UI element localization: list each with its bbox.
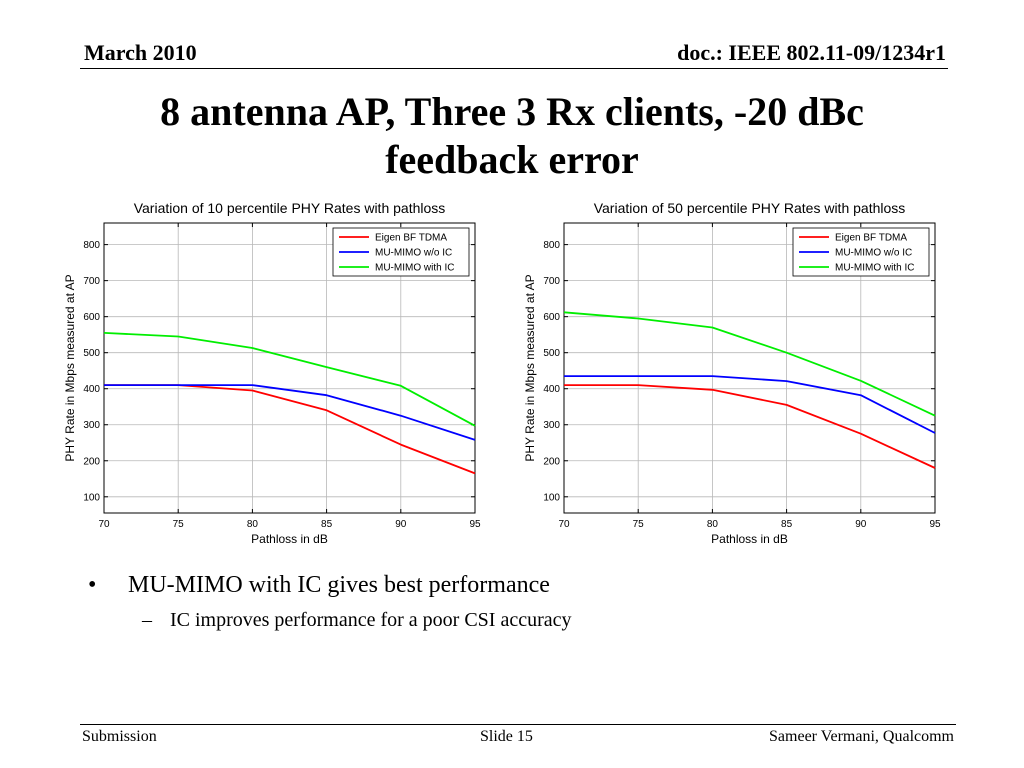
chart-svg: Variation of 10 percentile PHY Rates wit… xyxy=(63,200,481,546)
y-tick-label: 800 xyxy=(543,240,560,251)
sub-bullet-text: IC improves performance for a poor CSI a… xyxy=(170,609,572,631)
x-tick-label: 70 xyxy=(558,519,570,530)
x-tick-label: 85 xyxy=(781,519,793,530)
legend-label: MU-MIMO w/o IC xyxy=(835,248,912,259)
x-tick-label: 90 xyxy=(395,519,407,530)
y-tick-label: 500 xyxy=(83,348,100,359)
footer-slide-number: Slide 15 xyxy=(480,728,533,745)
series-line xyxy=(104,384,476,475)
y-axis-label: PHY Rate in Mbps measured at AP xyxy=(63,274,77,461)
bullet-glyph: • xyxy=(88,572,97,598)
y-tick-label: 100 xyxy=(543,492,560,503)
slide-title: 8 antenna AP, Three 3 Rx clients, -20 dB… xyxy=(0,88,1024,184)
x-tick-label: 85 xyxy=(321,519,333,530)
y-tick-label: 600 xyxy=(543,312,560,323)
y-tick-label: 400 xyxy=(543,384,560,395)
series-line xyxy=(563,311,936,417)
y-tick-label: 700 xyxy=(543,276,560,287)
plot-frame xyxy=(563,222,936,514)
chart-title: Variation of 10 percentile PHY Rates wit… xyxy=(134,200,446,216)
x-tick-label: 90 xyxy=(855,519,867,530)
y-tick-label: 800 xyxy=(83,240,100,251)
legend-label: MU-MIMO with IC xyxy=(375,263,454,274)
series-line xyxy=(564,384,936,469)
bullet-item: • MU-MIMO with IC gives best performance xyxy=(88,572,572,599)
header-divider xyxy=(80,68,948,69)
bullet-text: MU-MIMO with IC gives best performance xyxy=(128,572,550,598)
y-axis-label: PHY Rate in Mbps measured at AP xyxy=(523,274,537,461)
y-tick-label: 500 xyxy=(543,348,560,359)
y-tick-label: 200 xyxy=(543,456,560,467)
series-line xyxy=(103,332,476,427)
x-tick-label: 75 xyxy=(633,519,645,530)
y-tick-label: 700 xyxy=(83,276,100,287)
chart-title: Variation of 50 percentile PHY Rates wit… xyxy=(594,200,906,216)
chart-50-percentile: Variation of 50 percentile PHY Rates wit… xyxy=(522,196,952,561)
header-date: March 2010 xyxy=(84,40,197,65)
x-axis-label: Pathloss in dB xyxy=(251,532,328,546)
x-tick-label: 75 xyxy=(173,519,185,530)
y-tick-label: 400 xyxy=(83,384,100,395)
chart-svg: Variation of 50 percentile PHY Rates wit… xyxy=(523,200,941,546)
plot-frame xyxy=(103,222,476,514)
x-tick-label: 80 xyxy=(247,519,259,530)
x-tick-label: 95 xyxy=(929,519,941,530)
y-tick-label: 300 xyxy=(83,420,100,431)
legend-label: Eigen BF TDMA xyxy=(835,233,907,244)
x-axis-label: Pathloss in dB xyxy=(711,532,788,546)
series-line xyxy=(104,384,476,441)
slide-title-line1: 8 antenna AP, Three 3 Rx clients, -20 dB… xyxy=(160,89,864,134)
slide-title-line2: feedback error xyxy=(385,137,639,182)
bullet-list: • MU-MIMO with IC gives best performance… xyxy=(88,572,572,632)
legend-label: MU-MIMO w/o IC xyxy=(375,248,452,259)
header-doc-id: doc.: IEEE 802.11-09/1234r1 xyxy=(677,40,946,65)
chart-10-percentile: Variation of 10 percentile PHY Rates wit… xyxy=(62,196,492,561)
sub-bullet-item: – IC improves performance for a poor CSI… xyxy=(88,609,572,632)
legend-label: Eigen BF TDMA xyxy=(375,233,447,244)
legend-label: MU-MIMO with IC xyxy=(835,263,914,274)
y-tick-label: 600 xyxy=(83,312,100,323)
footer-divider xyxy=(80,724,956,725)
y-tick-label: 200 xyxy=(83,456,100,467)
y-tick-label: 100 xyxy=(83,492,100,503)
footer-submission: Submission xyxy=(82,728,157,745)
footer-author: Sameer Vermani, Qualcomm xyxy=(769,728,954,745)
x-tick-label: 80 xyxy=(707,519,719,530)
sub-bullet-glyph: – xyxy=(142,609,152,631)
y-tick-label: 300 xyxy=(543,420,560,431)
x-tick-label: 95 xyxy=(469,519,481,530)
x-tick-label: 70 xyxy=(98,519,110,530)
series-line xyxy=(564,375,936,434)
